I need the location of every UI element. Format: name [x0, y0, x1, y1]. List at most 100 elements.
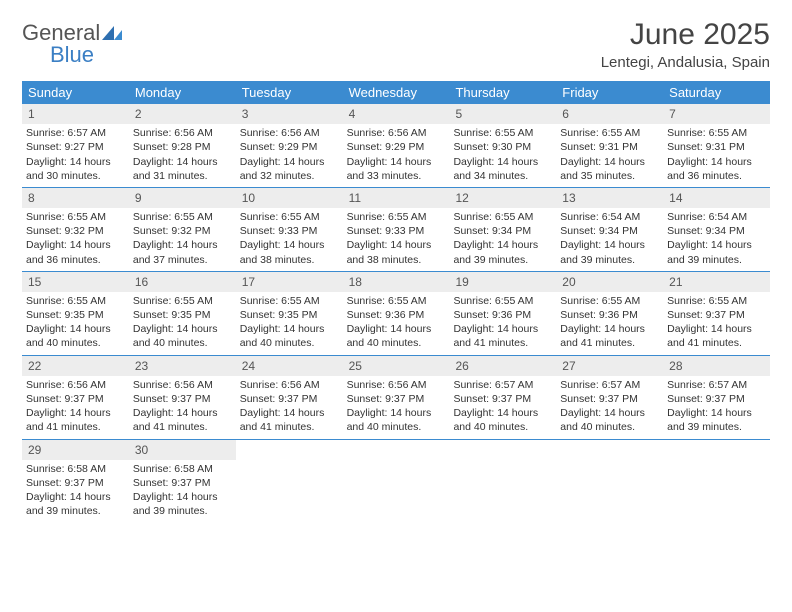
calendar-day: 4Sunrise: 6:56 AMSunset: 9:29 PMDaylight… [343, 104, 450, 187]
daylight-line: Daylight: 14 hours and 37 minutes. [133, 238, 232, 266]
daylight-line: Daylight: 14 hours and 34 minutes. [453, 155, 552, 183]
day-details: Sunrise: 6:55 AMSunset: 9:33 PMDaylight:… [343, 208, 450, 271]
daylight-line: Daylight: 14 hours and 39 minutes. [560, 238, 659, 266]
day-number: 15 [22, 272, 129, 292]
day-number: 30 [129, 440, 236, 460]
daylight-line: Daylight: 14 hours and 39 minutes. [667, 406, 766, 434]
day-number: 25 [343, 356, 450, 376]
daylight-line: Daylight: 14 hours and 41 minutes. [667, 322, 766, 350]
sunset-line: Sunset: 9:30 PM [453, 140, 552, 154]
day-details: Sunrise: 6:57 AMSunset: 9:37 PMDaylight:… [556, 376, 663, 439]
daylight-line: Daylight: 14 hours and 32 minutes. [240, 155, 339, 183]
sunrise-line: Sunrise: 6:55 AM [560, 126, 659, 140]
calendar-day: 9Sunrise: 6:55 AMSunset: 9:32 PMDaylight… [129, 188, 236, 271]
header: General Blue June 2025 Lentegi, Andalusi… [22, 18, 770, 71]
day-details: Sunrise: 6:55 AMSunset: 9:35 PMDaylight:… [236, 292, 343, 355]
calendar-day: .. [449, 440, 556, 523]
daylight-line: Daylight: 14 hours and 39 minutes. [667, 238, 766, 266]
day-details: Sunrise: 6:56 AMSunset: 9:28 PMDaylight:… [129, 124, 236, 187]
sunset-line: Sunset: 9:37 PM [667, 308, 766, 322]
sunset-line: Sunset: 9:37 PM [240, 392, 339, 406]
day-number: 16 [129, 272, 236, 292]
calendar-week: 22 Sunrise: 6:56 AMSunset: 9:37 PMDayligh… [22, 356, 770, 440]
calendar-week: 1Sunrise: 6:57 AMSunset: 9:27 PMDaylight… [22, 104, 770, 188]
calendar-day: 12Sunrise: 6:55 AMSunset: 9:34 PMDayligh… [449, 188, 556, 271]
sunrise-line: Sunrise: 6:58 AM [26, 462, 125, 476]
sunrise-line: Sunrise: 6:58 AM [133, 462, 232, 476]
calendar-week: 15Sunrise: 6:55 AMSunset: 9:35 PMDayligh… [22, 272, 770, 356]
day-number: 6 [556, 104, 663, 124]
dow-sunday: Sunday [22, 81, 129, 104]
day-number: 17 [236, 272, 343, 292]
day-details: Sunrise: 6:55 AMSunset: 9:32 PMDaylight:… [129, 208, 236, 271]
sunset-line: Sunset: 9:37 PM [26, 476, 125, 490]
calendar-day: 18Sunrise: 6:55 AMSunset: 9:36 PMDayligh… [343, 272, 450, 355]
calendar-day: 23Sunrise: 6:56 AMSunset: 9:37 PMDayligh… [129, 356, 236, 439]
daylight-line: Daylight: 14 hours and 40 minutes. [347, 322, 446, 350]
daylight-line: Daylight: 14 hours and 41 minutes. [26, 406, 125, 434]
daylight-line: Daylight: 14 hours and 40 minutes. [240, 322, 339, 350]
sunrise-line: Sunrise: 6:54 AM [667, 210, 766, 224]
sunrise-line: Sunrise: 6:55 AM [453, 126, 552, 140]
daylight-line: Daylight: 14 hours and 36 minutes. [26, 238, 125, 266]
location-label: Lentegi, Andalusia, Spain [601, 54, 770, 71]
day-details: Sunrise: 6:58 AMSunset: 9:37 PMDaylight:… [22, 460, 129, 523]
day-details: Sunrise: 6:55 AMSunset: 9:33 PMDaylight:… [236, 208, 343, 271]
calendar-day: 22Sunrise: 6:56 AMSunset: 9:37 PMDayligh… [22, 356, 129, 439]
day-number: 2 [129, 104, 236, 124]
calendar-day: .. [236, 440, 343, 523]
sunset-line: Sunset: 9:37 PM [667, 392, 766, 406]
daylight-line: Daylight: 14 hours and 30 minutes. [26, 155, 125, 183]
daylight-line: Daylight: 14 hours and 41 minutes. [560, 322, 659, 350]
day-details: Sunrise: 6:55 AMSunset: 9:31 PMDaylight:… [556, 124, 663, 187]
day-details: Sunrise: 6:55 AMSunset: 9:36 PMDaylight:… [449, 292, 556, 355]
calendar-day: 5Sunrise: 6:55 AMSunset: 9:30 PMDaylight… [449, 104, 556, 187]
calendar-day: 29Sunrise: 6:58 AMSunset: 9:37 PMDayligh… [22, 440, 129, 523]
dow-friday: Friday [556, 81, 663, 104]
day-details: Sunrise: 6:56 AMSunset: 9:37 PMDaylight:… [343, 376, 450, 439]
sunset-line: Sunset: 9:37 PM [133, 476, 232, 490]
sunset-line: Sunset: 9:32 PM [133, 224, 232, 238]
calendar-day: .. [343, 440, 450, 523]
day-details: Sunrise: 6:55 AMSunset: 9:36 PMDaylight:… [556, 292, 663, 355]
sunrise-line: Sunrise: 6:55 AM [347, 294, 446, 308]
dow-saturday: Saturday [663, 81, 770, 104]
day-number: 10 [236, 188, 343, 208]
sunset-line: Sunset: 9:31 PM [560, 140, 659, 154]
sunset-line: Sunset: 9:36 PM [347, 308, 446, 322]
day-details: Sunrise: 6:55 AMSunset: 9:30 PMDaylight:… [449, 124, 556, 187]
calendar-day: 7Sunrise: 6:55 AMSunset: 9:31 PMDaylight… [663, 104, 770, 187]
calendar-day: 11Sunrise: 6:55 AMSunset: 9:33 PMDayligh… [343, 188, 450, 271]
day-details: Sunrise: 6:57 AMSunset: 9:37 PMDaylight:… [663, 376, 770, 439]
day-number: 11 [343, 188, 450, 208]
calendar-day: 27Sunrise: 6:57 AMSunset: 9:37 PMDayligh… [556, 356, 663, 439]
day-number: 9 [129, 188, 236, 208]
calendar-day: 13Sunrise: 6:54 AMSunset: 9:34 PMDayligh… [556, 188, 663, 271]
calendar-day: 28Sunrise: 6:57 AMSunset: 9:37 PMDayligh… [663, 356, 770, 439]
dow-tuesday: Tuesday [236, 81, 343, 104]
sunset-line: Sunset: 9:36 PM [453, 308, 552, 322]
sunset-line: Sunset: 9:35 PM [133, 308, 232, 322]
calendar-day: 2Sunrise: 6:56 AMSunset: 9:28 PMDaylight… [129, 104, 236, 187]
day-number: 12 [449, 188, 556, 208]
daylight-line: Daylight: 14 hours and 40 minutes. [347, 406, 446, 434]
day-details: Sunrise: 6:57 AMSunset: 9:27 PMDaylight:… [22, 124, 129, 187]
sunrise-line: Sunrise: 6:57 AM [26, 126, 125, 140]
day-number: 29 [22, 440, 129, 460]
day-number: 24 [236, 356, 343, 376]
logo-text: General Blue [22, 22, 122, 66]
sunrise-line: Sunrise: 6:55 AM [453, 294, 552, 308]
day-of-week-header: Sunday Monday Tuesday Wednesday Thursday… [22, 81, 770, 104]
day-details: Sunrise: 6:55 AMSunset: 9:35 PMDaylight:… [22, 292, 129, 355]
sunrise-line: Sunrise: 6:57 AM [667, 378, 766, 392]
calendar-day: .. [663, 440, 770, 523]
daylight-line: Daylight: 14 hours and 40 minutes. [133, 322, 232, 350]
calendar-day: 14Sunrise: 6:54 AMSunset: 9:34 PMDayligh… [663, 188, 770, 271]
day-number: 22 [22, 356, 129, 376]
daylight-line: Daylight: 14 hours and 41 minutes. [240, 406, 339, 434]
sunset-line: Sunset: 9:27 PM [26, 140, 125, 154]
calendar-day: 24Sunrise: 6:56 AMSunset: 9:37 PMDayligh… [236, 356, 343, 439]
day-number: 3 [236, 104, 343, 124]
logo-mark-icon [102, 26, 122, 40]
sunset-line: Sunset: 9:35 PM [26, 308, 125, 322]
